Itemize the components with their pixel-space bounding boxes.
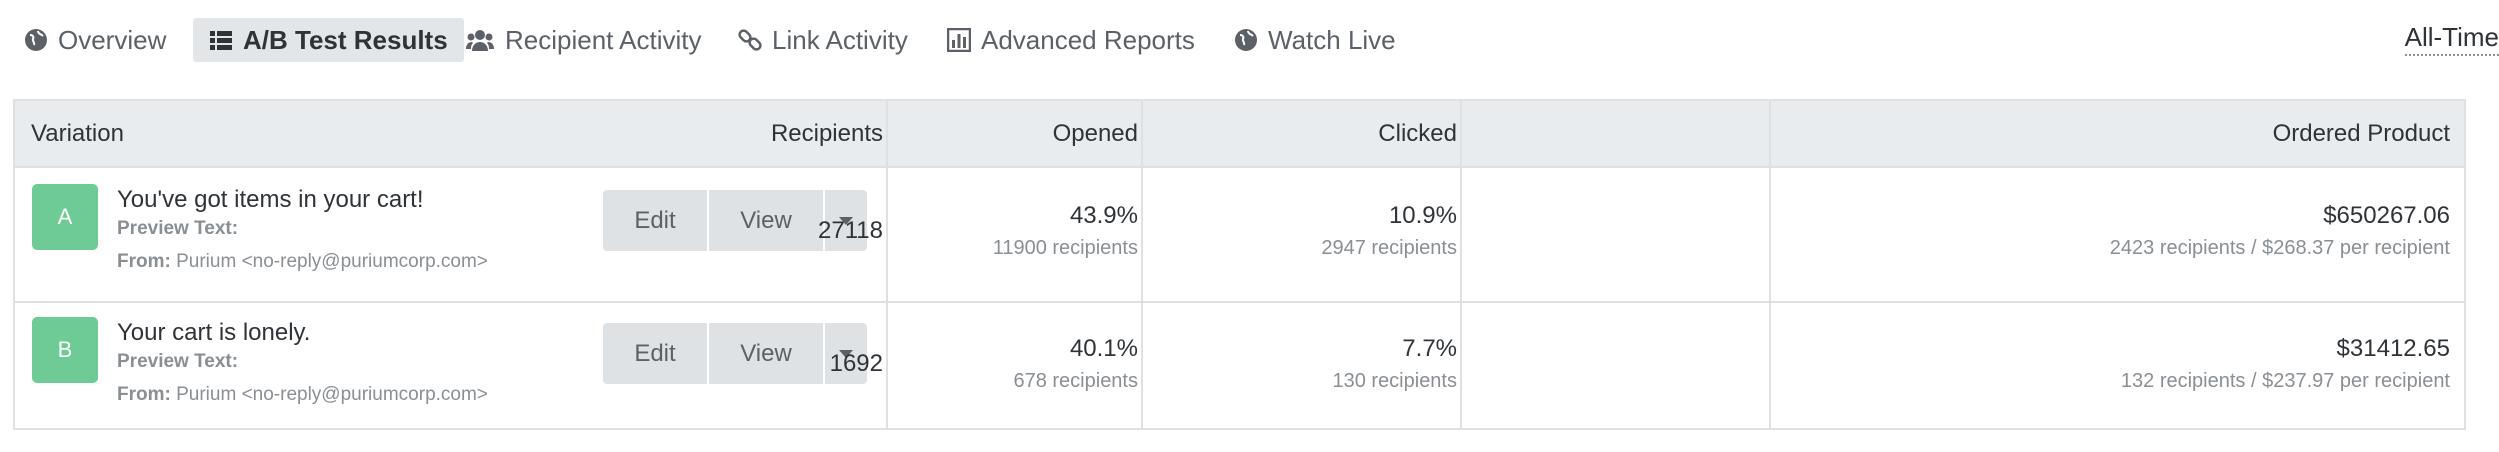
- column-divider: [1141, 101, 1143, 428]
- from-label: From:: [117, 384, 171, 405]
- tab-label: Advanced Reports: [981, 24, 1195, 55]
- caret: [839, 349, 853, 358]
- button-group: Edit View: [603, 323, 867, 384]
- dropdown-button[interactable]: [825, 323, 867, 384]
- dropdown-button[interactable]: [825, 190, 867, 251]
- globe-icon: [25, 29, 47, 51]
- clicked-count: 130 recipients: [1332, 370, 1457, 392]
- ordered-revenue: $650267.06: [2323, 202, 2450, 229]
- table-row: A You've got items in your cart! Preview T…: [15, 168, 2464, 303]
- ordered-revenue: $31412.65: [2336, 335, 2450, 362]
- opened-rate: 40.1%: [1069, 335, 1138, 362]
- tab-label: A/B Test Results: [243, 24, 448, 55]
- link-icon: [738, 29, 762, 51]
- preview-text: Preview Text:: [117, 351, 238, 373]
- column-header: Variation: [31, 120, 124, 147]
- recipients: 27118: [818, 217, 883, 244]
- edit-button[interactable]: Edit: [603, 190, 707, 251]
- from-address: Purium <no-reply@puriumcorp.com>: [176, 251, 488, 272]
- results-table: Variation Recipients Opened Clicked Orde…: [13, 99, 2466, 430]
- from-line: From: Purium <no-reply@puriumcorp.com>: [117, 384, 488, 406]
- column-header: Ordered Product: [2272, 120, 2450, 147]
- from-address: Purium <no-reply@puriumcorp.com>: [176, 384, 488, 405]
- button-group: Edit View: [603, 190, 867, 251]
- tab[interactable]: Link Activity: [738, 18, 908, 62]
- tab-label: Overview: [58, 24, 167, 55]
- tab-label: Watch Live: [1268, 24, 1396, 55]
- opened-rate: 43.9%: [1069, 202, 1138, 229]
- variation-badge: A: [32, 184, 98, 250]
- preview-text: Preview Text:: [117, 218, 238, 240]
- opened-count: 678 recipients: [1013, 370, 1138, 392]
- ordered-detail: 2423 recipients / $268.37 per recipient: [2109, 237, 2450, 259]
- tab-label: Recipient Activity: [505, 24, 702, 55]
- tab[interactable]: Advanced Reports: [947, 18, 1195, 62]
- globe-icon: [1235, 29, 1257, 51]
- preview-label: Preview Text:: [117, 351, 239, 372]
- column-divider: [886, 101, 888, 428]
- clicked-rate: 10.9%: [1388, 202, 1457, 229]
- view-button[interactable]: View: [709, 190, 823, 251]
- view-button[interactable]: View: [709, 323, 823, 384]
- subject-line: You've got items in your cart!: [117, 186, 424, 213]
- edit-button[interactable]: Edit: [603, 323, 707, 384]
- opened-count: 11900 recipients: [992, 237, 1138, 259]
- column-header: Opened: [1052, 120, 1138, 147]
- ordered-detail: 132 recipients / $237.97 per recipient: [2120, 370, 2450, 392]
- tab-label: Link Activity: [772, 24, 908, 55]
- clicked-rate: 7.7%: [1402, 335, 1457, 362]
- clicked-count: 2947 recipients: [1321, 237, 1457, 259]
- table-header: Variation Recipients Opened Clicked Orde…: [15, 101, 2464, 168]
- from-label: From:: [117, 251, 171, 272]
- chart-icon: [947, 28, 971, 52]
- tab-active[interactable]: A/B Test Results: [193, 18, 464, 62]
- users-icon: [466, 30, 494, 51]
- tab[interactable]: Watch Live: [1234, 18, 1396, 62]
- list-icon: [210, 31, 232, 50]
- caret: [839, 216, 853, 225]
- subject-line: Your cart is lonely.: [117, 319, 311, 346]
- column-header: Recipients: [770, 120, 883, 147]
- tab[interactable]: Overview: [24, 18, 166, 62]
- from-line: From: Purium <no-reply@puriumcorp.com>: [117, 251, 488, 273]
- column-divider: [1460, 101, 1462, 428]
- column-divider: [1769, 101, 1771, 428]
- column-header: Clicked: [1378, 120, 1457, 147]
- recipients: 1692: [829, 350, 883, 377]
- preview-label: Preview Text:: [117, 218, 239, 239]
- table-row: B Your cart is lonely. Preview Text: From: …: [15, 301, 2464, 434]
- date-range[interactable]: All-Time: [2404, 20, 2499, 56]
- variation-badge: B: [32, 317, 98, 383]
- tab[interactable]: Recipient Activity: [465, 18, 702, 62]
